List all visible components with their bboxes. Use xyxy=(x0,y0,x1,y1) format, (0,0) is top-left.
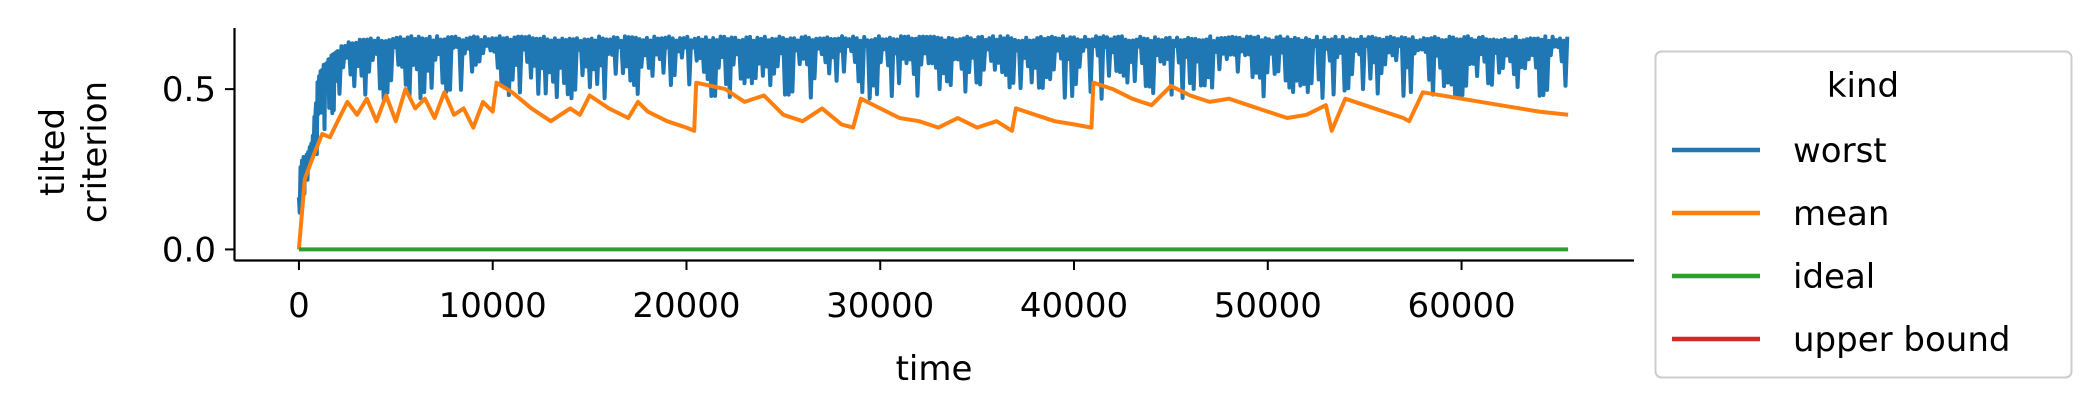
legend-label: upper bound xyxy=(1793,320,2010,360)
x-axis-label: time xyxy=(896,349,973,389)
y-tick-label: 0.5 xyxy=(162,70,216,110)
series-line-mean xyxy=(296,80,1569,250)
legend-label: ideal xyxy=(1793,257,1875,297)
x-tick-label: 30000 xyxy=(826,286,934,326)
y-ticks: 0.0 0.5 xyxy=(162,70,234,270)
legend-title: kind xyxy=(1827,66,1899,106)
y-axis-label: tilted criterion xyxy=(33,81,115,223)
y-axis-label-line-2: criterion xyxy=(75,81,115,223)
x-tick-label: 60000 xyxy=(1407,286,1515,326)
x-tick-label: 20000 xyxy=(632,286,740,326)
legend-label: mean xyxy=(1793,194,1889,234)
legend-items: worst mean ideal upper bound xyxy=(1672,131,2010,360)
legend-frame xyxy=(1654,50,2073,379)
series-layer xyxy=(296,34,1570,252)
legend-label: worst xyxy=(1793,131,1887,171)
series-line-worst xyxy=(296,34,1570,215)
x-tick-label: 0 xyxy=(288,286,310,326)
x-tick-label: 50000 xyxy=(1214,286,1322,326)
y-tick-label: 0.0 xyxy=(162,230,216,270)
legend: kind worst mean ideal upper bound xyxy=(1654,50,2073,379)
y-axis-label-line-1: tilted xyxy=(33,108,73,196)
x-tick-label: 40000 xyxy=(1020,286,1128,326)
x-tick-label: 10000 xyxy=(439,286,547,326)
x-ticks: 0 10000 20000 30000 40000 50000 60000 xyxy=(288,261,1516,326)
